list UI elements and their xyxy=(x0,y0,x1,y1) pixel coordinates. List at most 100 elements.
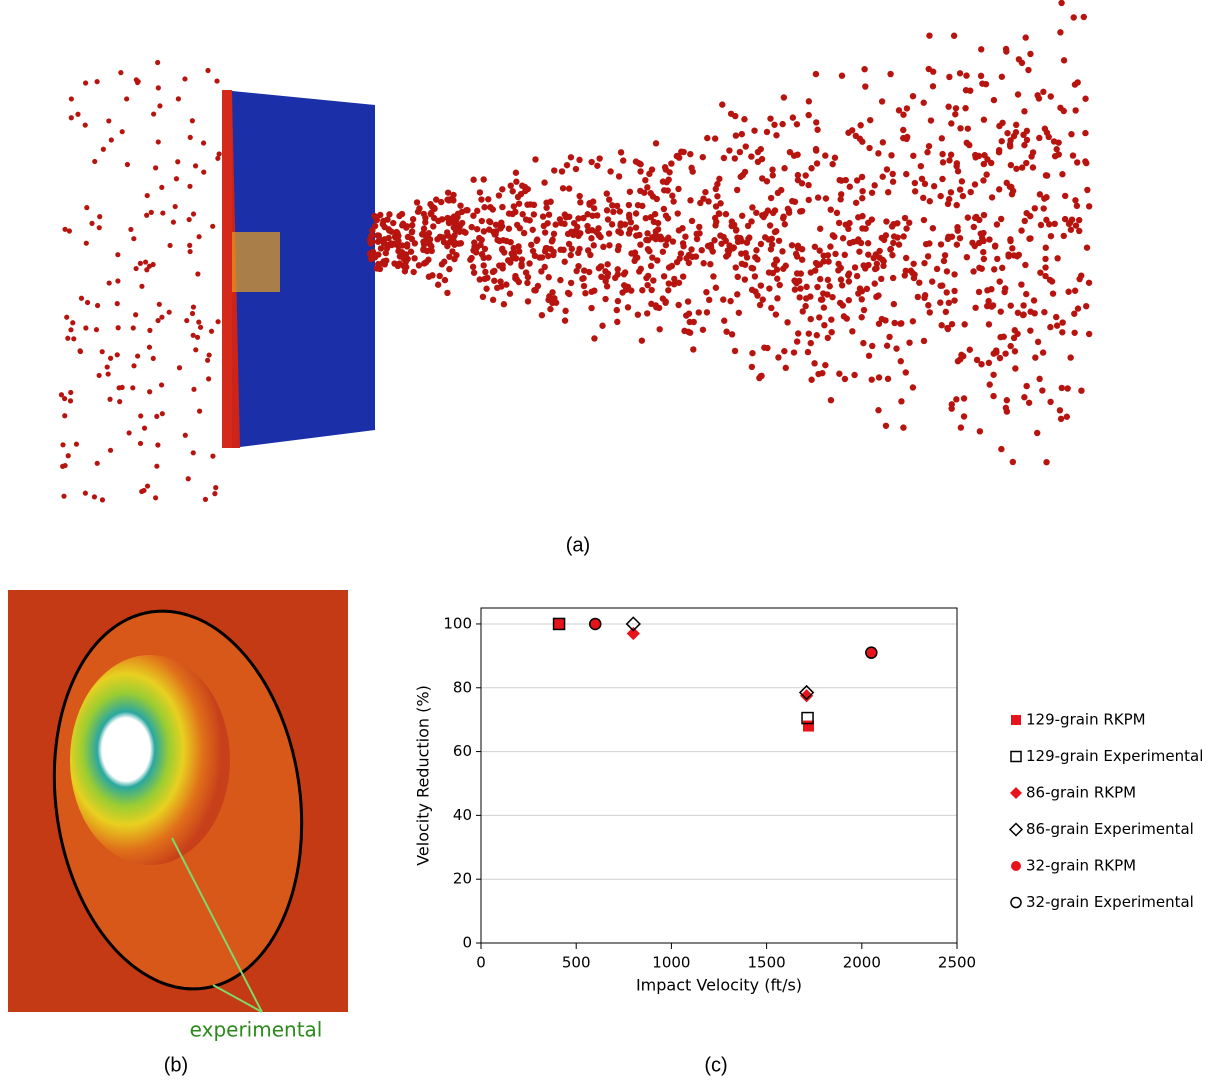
particle xyxy=(979,80,986,87)
particle xyxy=(837,191,845,198)
particle xyxy=(1085,203,1093,210)
marker xyxy=(865,646,878,659)
particle xyxy=(607,168,614,175)
particle xyxy=(528,241,535,249)
particle xyxy=(565,185,573,192)
particle xyxy=(883,218,890,225)
particle xyxy=(726,147,733,154)
particle xyxy=(146,344,153,350)
particle xyxy=(879,256,886,264)
particle xyxy=(938,322,945,329)
particle xyxy=(420,225,428,232)
particle xyxy=(980,248,987,256)
particle xyxy=(552,221,559,228)
particle xyxy=(1032,354,1039,361)
particle xyxy=(813,119,820,126)
particle xyxy=(975,288,983,296)
particle xyxy=(647,190,654,197)
legend-label: 32-grain Experimental xyxy=(1026,893,1194,911)
particle xyxy=(524,298,532,305)
particle xyxy=(403,241,411,248)
particle xyxy=(1031,205,1038,212)
particle xyxy=(529,226,536,233)
particle xyxy=(824,276,832,284)
particle xyxy=(518,261,525,268)
particle xyxy=(776,281,783,289)
particle xyxy=(62,413,68,419)
particle xyxy=(491,277,498,284)
particle xyxy=(764,344,771,352)
particle xyxy=(1063,413,1071,420)
particle xyxy=(812,145,820,153)
particle xyxy=(385,241,392,248)
particle xyxy=(924,253,932,260)
particle xyxy=(720,154,728,162)
particle xyxy=(1049,290,1057,297)
particle xyxy=(1005,251,1012,258)
particle xyxy=(439,234,447,241)
particle xyxy=(775,237,783,244)
particle xyxy=(470,247,477,254)
particle xyxy=(946,73,953,81)
particle xyxy=(96,225,102,231)
particle xyxy=(779,248,786,255)
particle xyxy=(820,290,827,297)
particle xyxy=(575,215,582,222)
particle xyxy=(539,213,547,220)
particle xyxy=(499,203,506,211)
particle xyxy=(988,194,996,201)
particle xyxy=(937,192,944,200)
particle xyxy=(373,216,381,224)
particle xyxy=(584,211,591,218)
particle xyxy=(665,280,672,287)
particle xyxy=(1042,255,1049,263)
particle xyxy=(971,181,979,188)
particle xyxy=(883,166,891,173)
particle xyxy=(735,309,743,316)
particle xyxy=(1004,129,1011,137)
particle xyxy=(652,302,659,309)
particle xyxy=(547,305,554,313)
particle xyxy=(380,258,387,265)
particle xyxy=(993,221,1001,228)
particle xyxy=(1036,191,1044,198)
particle xyxy=(781,165,788,172)
particle xyxy=(117,399,123,405)
particle xyxy=(544,220,551,227)
particle xyxy=(444,189,452,196)
particle xyxy=(495,192,503,199)
particle xyxy=(159,314,165,320)
particle xyxy=(84,205,90,211)
particle xyxy=(851,264,859,271)
particle xyxy=(457,240,465,247)
particle xyxy=(954,357,962,365)
particle xyxy=(711,214,719,222)
particle xyxy=(1043,172,1051,179)
particle xyxy=(1021,108,1028,115)
particle xyxy=(483,285,490,292)
particle xyxy=(646,247,653,255)
particle xyxy=(563,161,571,169)
particle xyxy=(131,236,137,242)
marker xyxy=(553,618,565,630)
particle xyxy=(718,240,725,247)
particle xyxy=(910,260,917,267)
particle xyxy=(1018,281,1025,288)
particle xyxy=(1007,342,1014,350)
particle xyxy=(730,221,738,229)
particle xyxy=(837,276,845,283)
particle xyxy=(978,361,985,368)
particle xyxy=(786,148,794,156)
particle xyxy=(61,396,68,402)
particle xyxy=(986,381,993,388)
particle xyxy=(903,225,910,232)
particle xyxy=(598,263,605,270)
particle xyxy=(104,364,110,370)
particle xyxy=(621,282,628,289)
particle xyxy=(805,181,812,189)
particle xyxy=(415,262,423,269)
legend-label: 32-grain RKPM xyxy=(1026,857,1136,875)
particle xyxy=(722,210,730,218)
particle xyxy=(889,274,897,282)
